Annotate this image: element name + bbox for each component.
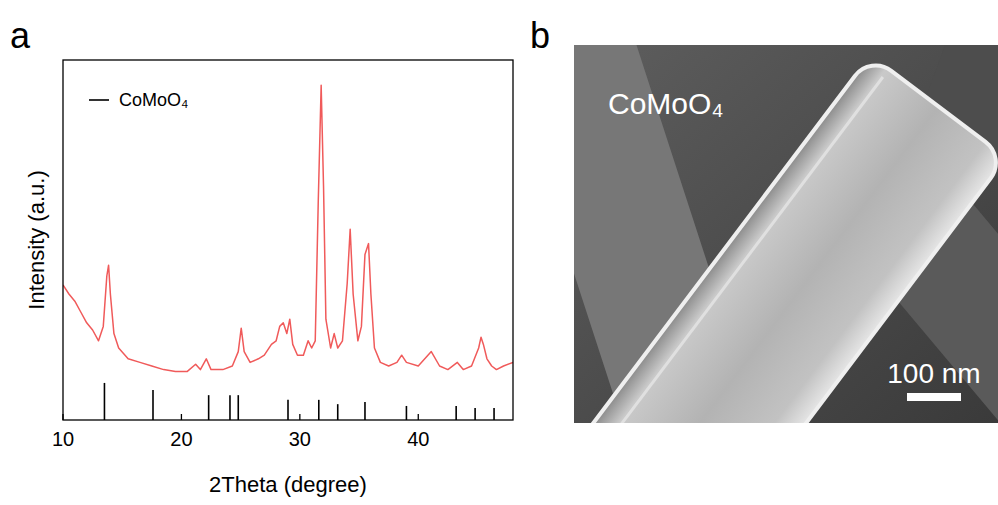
reference-stick [493, 408, 495, 420]
reference-stick [237, 395, 239, 420]
x-tick [418, 414, 419, 420]
scale-bar-label: 100 nm [887, 358, 980, 389]
scale-bar [907, 393, 961, 401]
sem-rod [574, 55, 998, 423]
reference-stick [337, 404, 339, 420]
x-tick [181, 414, 182, 420]
panel-label: a [10, 15, 31, 56]
reference-stick [287, 400, 289, 420]
reference-stick [152, 390, 154, 420]
x-tick-label: 20 [170, 428, 192, 450]
sem-main-rod [574, 55, 998, 423]
plot-frame [63, 60, 513, 420]
sem-rod-edge [574, 77, 883, 423]
reference-stick [208, 395, 210, 420]
image-label: CoMoO₄ [608, 87, 724, 120]
x-tick-label: 10 [52, 428, 74, 450]
panel-label: b [530, 15, 550, 56]
reference-stick [474, 408, 476, 420]
sem-rod-edge [574, 55, 998, 423]
reference-stick [455, 406, 457, 420]
x-tick [62, 414, 63, 420]
reference-stick [406, 406, 408, 420]
legend-swatch [89, 99, 109, 101]
reference-stick [229, 395, 231, 420]
x-tick [299, 414, 300, 420]
plot-area [63, 85, 513, 420]
x-axis-title: 2Theta (degree) [209, 472, 367, 497]
figure: a 10 20 30 40 2Theta (degree) Intensity (a.u.)… [0, 0, 998, 505]
x-tick-label: 40 [407, 428, 429, 450]
legend-label: CoMoO₄ [119, 90, 188, 110]
reference-stick [318, 400, 320, 420]
xrd-curve [63, 85, 513, 371]
reference-stick [364, 402, 366, 420]
y-axis-title: Intensity (a.u.) [24, 170, 49, 309]
x-tick-label: 30 [289, 428, 311, 450]
sem-image [574, 45, 998, 423]
reference-stick [104, 383, 106, 420]
